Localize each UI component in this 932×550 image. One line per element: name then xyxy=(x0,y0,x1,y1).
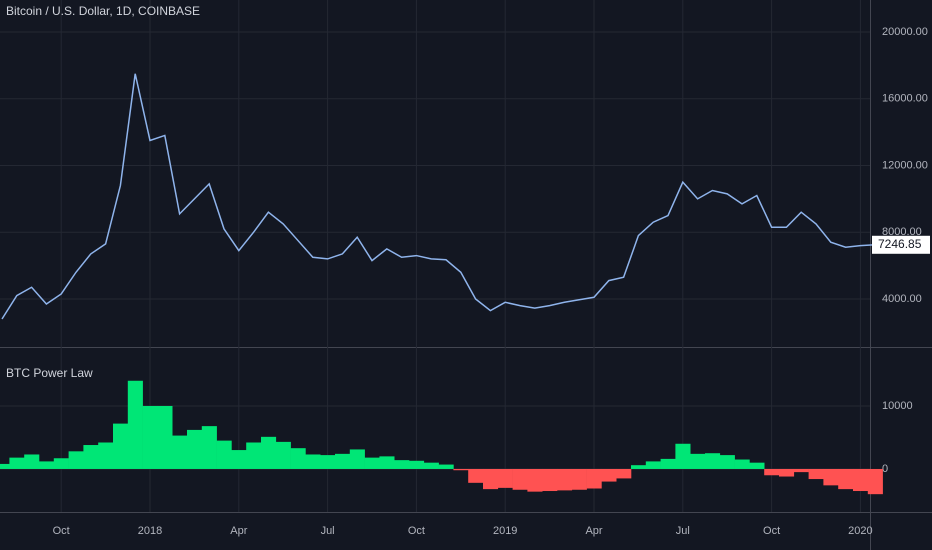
histogram-bar xyxy=(201,426,217,469)
histogram-bar xyxy=(853,468,869,492)
histogram-bar xyxy=(39,461,55,469)
histogram-bar xyxy=(83,445,99,469)
indicator-title: BTC Power Law xyxy=(6,366,93,380)
histogram-bar xyxy=(409,460,425,469)
y-tick-label: 16000.00 xyxy=(882,93,928,105)
y-tick-label: 4000.00 xyxy=(882,293,922,305)
histogram-bar xyxy=(483,468,499,490)
x-tick-label: 2018 xyxy=(138,525,162,537)
x-tick-label: Apr xyxy=(585,525,602,537)
histogram-bar xyxy=(172,435,188,469)
x-tick-label: Oct xyxy=(763,525,780,537)
histogram-bar xyxy=(557,468,573,491)
histogram-bar xyxy=(275,441,291,469)
histogram-bar xyxy=(290,448,306,469)
histogram-bar xyxy=(497,468,513,488)
histogram-bar xyxy=(764,468,780,476)
histogram-bar xyxy=(705,453,721,469)
histogram-bar xyxy=(0,463,10,469)
histogram-bar xyxy=(512,468,528,490)
histogram-bar xyxy=(571,468,587,490)
histogram-bar xyxy=(749,462,765,469)
histogram-bar xyxy=(127,380,143,469)
x-tick-label: Jul xyxy=(676,525,690,537)
histogram-bar xyxy=(98,442,114,469)
histogram-bar xyxy=(675,443,691,469)
y-tick-label: 8000.00 xyxy=(882,226,922,238)
histogram-bar xyxy=(187,429,203,469)
histogram-bar xyxy=(231,450,247,469)
histogram-bar xyxy=(453,468,469,471)
x-tick-label: Jul xyxy=(321,525,335,537)
histogram-bar xyxy=(246,442,262,469)
histogram-bar xyxy=(823,468,839,486)
histogram-bar xyxy=(9,457,25,469)
histogram-bar xyxy=(616,468,632,479)
histogram-bar xyxy=(423,462,439,469)
x-tick-label: 2020 xyxy=(848,525,872,537)
histogram-bar xyxy=(793,468,809,473)
chart-title: Bitcoin / U.S. Dollar, 1D, COINBASE xyxy=(6,4,200,18)
histogram-bar xyxy=(305,454,321,469)
last-price-label: 7246.85 xyxy=(878,237,922,251)
histogram-bar xyxy=(53,458,69,469)
histogram-bar xyxy=(438,464,454,469)
histogram-bar xyxy=(808,468,824,480)
histogram-bar xyxy=(867,468,883,495)
histogram-bar xyxy=(468,468,484,483)
histogram-bar xyxy=(24,454,40,469)
histogram-bar xyxy=(113,423,129,469)
histogram-bar xyxy=(142,405,158,469)
histogram-bar xyxy=(364,457,380,469)
histogram-bar xyxy=(68,451,84,469)
histogram-bar xyxy=(586,468,602,489)
histogram-bar xyxy=(542,468,558,492)
histogram-bar xyxy=(527,468,543,492)
histogram-bar xyxy=(779,468,795,477)
histogram-bar xyxy=(379,456,395,469)
histogram-bar xyxy=(216,440,232,469)
histogram-bar xyxy=(631,465,647,469)
histogram-bar xyxy=(660,458,676,469)
histogram-bar xyxy=(157,405,173,469)
price-line xyxy=(1,73,876,320)
histogram-bar xyxy=(838,468,854,490)
x-tick-label: Apr xyxy=(230,525,247,537)
histogram-bar xyxy=(734,459,750,469)
histogram-bar xyxy=(601,468,617,482)
histogram-bar xyxy=(349,449,365,469)
histogram-bar xyxy=(719,455,735,469)
histogram-bar xyxy=(320,455,336,469)
last-price-box xyxy=(872,235,930,254)
y-tick-label: 20000.00 xyxy=(882,26,928,38)
y-tick-label: 0 xyxy=(882,463,888,475)
x-tick-label: Oct xyxy=(408,525,425,537)
histogram-bar xyxy=(261,436,277,469)
histogram-bar xyxy=(645,461,661,469)
histogram-bar xyxy=(690,453,706,469)
histogram-bar xyxy=(394,460,410,469)
y-tick-label: 10000 xyxy=(882,400,913,412)
histogram-bar xyxy=(335,453,351,469)
y-tick-label: 12000.00 xyxy=(882,159,928,171)
x-tick-label: Oct xyxy=(53,525,70,537)
x-tick-label: 2019 xyxy=(493,525,517,537)
